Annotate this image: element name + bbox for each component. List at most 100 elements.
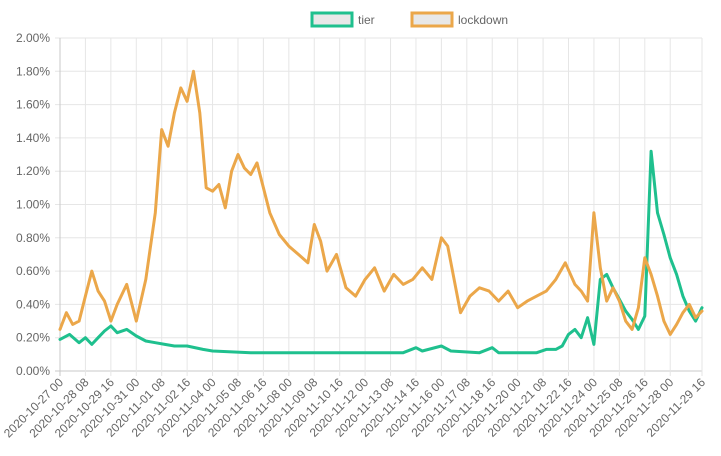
y-tick-label: 0.00% — [16, 364, 50, 378]
data-point-tier — [163, 343, 167, 346]
data-point-lockdown — [383, 289, 386, 293]
data-point-lockdown — [90, 269, 94, 273]
y-tick-label: 0.20% — [16, 331, 50, 345]
data-point-lockdown — [297, 253, 300, 256]
data-point-tier — [84, 336, 87, 339]
data-point-lockdown — [554, 278, 557, 281]
data-point-lockdown — [243, 166, 246, 170]
data-point-lockdown — [192, 70, 195, 73]
y-tick-label: 1.80% — [16, 64, 50, 78]
data-point-tier — [96, 336, 100, 339]
legend-swatch — [310, 11, 354, 28]
data-point-lockdown — [411, 278, 414, 281]
data-point-tier — [154, 341, 157, 344]
data-point-tier — [592, 343, 596, 346]
data-point-lockdown — [392, 273, 395, 276]
y-tick-label: 0.40% — [16, 297, 50, 311]
data-point-tier — [125, 328, 128, 331]
legend-swatch — [410, 11, 454, 28]
data-point-lockdown — [262, 186, 265, 189]
data-point-lockdown — [402, 283, 405, 286]
data-point-lockdown — [637, 306, 640, 309]
data-point-tier — [58, 338, 62, 341]
data-point-lockdown — [440, 236, 443, 239]
data-point-tier — [325, 351, 329, 354]
data-point-lockdown — [599, 266, 602, 269]
data-point-lockdown — [605, 299, 608, 303]
data-point-lockdown — [306, 261, 310, 264]
data-point-tier — [414, 346, 418, 349]
data-point-lockdown — [160, 128, 163, 131]
data-point-lockdown — [468, 294, 472, 298]
legend-item-lockdown[interactable]: lockdown — [410, 11, 508, 28]
data-point-lockdown — [649, 273, 653, 276]
data-point-lockdown — [643, 256, 646, 259]
data-point-lockdown — [446, 244, 449, 248]
data-point-lockdown — [700, 309, 704, 313]
data-point-tier — [669, 256, 672, 259]
y-tick-label: 2.00% — [16, 31, 50, 45]
data-point-lockdown — [103, 299, 106, 303]
data-point-lockdown — [249, 173, 252, 176]
data-point-tier — [554, 348, 557, 351]
data-point-tier — [116, 331, 119, 334]
data-point-tier — [630, 318, 634, 321]
data-point-lockdown — [96, 289, 100, 293]
data-point-tier — [688, 309, 691, 313]
data-point-lockdown — [681, 311, 685, 314]
data-point-tier — [637, 328, 640, 331]
data-point-tier — [201, 348, 205, 351]
data-point-tier — [545, 348, 548, 351]
data-point-tier — [440, 344, 443, 348]
data-point-tier — [662, 233, 666, 236]
data-point-lockdown — [205, 186, 208, 189]
data-point-lockdown — [669, 333, 672, 336]
data-point-lockdown — [236, 153, 240, 156]
data-point-lockdown — [592, 211, 596, 214]
data-point-lockdown — [459, 311, 462, 314]
data-point-tier — [700, 306, 704, 309]
data-point-lockdown — [319, 239, 322, 243]
data-point-lockdown — [618, 299, 621, 303]
data-point-tier — [586, 316, 589, 319]
data-point-lockdown — [335, 253, 338, 256]
legend: tier lockdown — [310, 11, 508, 28]
data-point-tier — [491, 346, 494, 349]
data-point-lockdown — [325, 269, 329, 273]
data-point-lockdown — [516, 306, 519, 309]
data-point-lockdown — [694, 316, 697, 319]
data-point-lockdown — [125, 283, 128, 286]
data-point-lockdown — [179, 86, 182, 90]
data-point-lockdown — [535, 294, 538, 298]
series-tier — [58, 149, 704, 355]
data-point-lockdown — [313, 223, 316, 226]
data-point-lockdown — [217, 183, 221, 186]
series-line-lockdown — [58, 69, 704, 336]
data-point-tier — [144, 339, 147, 343]
data-point-tier — [561, 344, 564, 348]
data-point-tier — [649, 150, 653, 153]
y-tick-label: 1.20% — [16, 164, 50, 178]
data-point-tier — [135, 334, 138, 338]
data-point-lockdown — [430, 278, 434, 281]
data-point-tier — [675, 273, 678, 276]
data-point-lockdown — [545, 289, 548, 293]
y-tick-label: 1.60% — [16, 98, 50, 112]
data-point-lockdown — [344, 286, 348, 289]
data-point-tier — [497, 351, 500, 354]
data-point-lockdown — [268, 211, 271, 214]
y-tick-label: 1.40% — [16, 131, 50, 145]
data-point-tier — [567, 333, 570, 336]
data-point-tier — [211, 349, 214, 353]
legend-item-tier[interactable]: tier — [310, 11, 375, 28]
data-point-lockdown — [198, 111, 201, 115]
data-point-tier — [68, 333, 71, 336]
data-point-lockdown — [452, 278, 456, 281]
data-point-lockdown — [688, 303, 691, 306]
series-layer — [58, 69, 704, 355]
data-point-tier — [643, 314, 646, 318]
y-tick-label: 0.60% — [16, 264, 50, 278]
data-point-lockdown — [116, 303, 119, 306]
data-point-tier — [449, 349, 453, 353]
